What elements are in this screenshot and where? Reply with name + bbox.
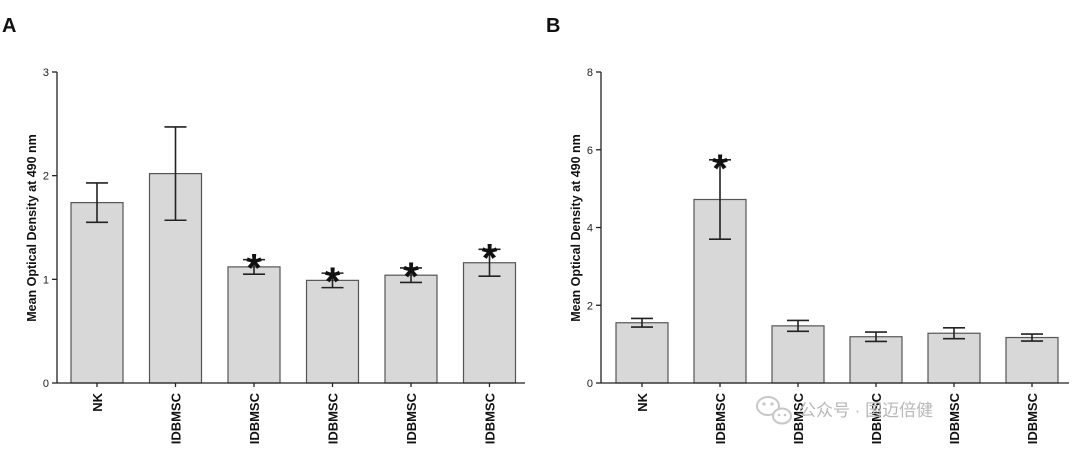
panel-b-labels: 0 2 4 6 8 NK IDBMSC * IDBMSC IDBMSC IDBMSC IDBMSC [587,67,1040,444]
b-category-label-3: IDBMSC [869,392,884,444]
a-bar-5 [462,262,517,384]
a-category-label-1: IDBMSC [169,392,184,444]
panel-a-letter: A [2,15,16,37]
a-significance-marker-3: * [325,260,341,304]
a-y-tick-label-3: 3 [43,67,49,79]
b-category-label-2: IDBMSC [791,392,806,444]
b-y-tick-label-1: 2 [587,300,593,312]
panel-a-bars [70,172,517,384]
b-y-tick-label-4: 8 [587,67,593,79]
b-bar-4 [927,332,981,384]
a-category-label-5: IDBMSC [483,392,498,444]
a-y-tick-label-2: 2 [43,171,49,183]
b-bar-2 [771,325,825,384]
b-category-label-1: IDBMSC [713,392,728,444]
a-y-tick-label-0: 0 [43,378,49,390]
panel-a: A Mean Optical Density at 490 nm 0 1 2 3 NK I… [2,15,525,444]
b-category-label-4: IDBMSC [947,392,962,444]
b-category-label-5: IDBMSC [1025,392,1040,444]
a-y-tick-label-1: 1 [43,274,49,286]
a-bar-0 [70,202,124,384]
a-category-label-0: NK [90,392,105,411]
b-bar-3 [849,336,903,384]
b-y-tick-label-2: 4 [587,223,593,235]
panel-a-axes [52,71,525,387]
a-category-label-2: IDBMSC [247,392,262,444]
panel-a-labels: 0 1 2 3 NK IDBMSC IDBMSC * IDBMSC * IDBMSC * IDBMSC * [43,67,498,444]
a-category-label-3: IDBMSC [326,392,341,444]
a-bar-2 [227,266,281,384]
b-bar-5 [1005,336,1059,384]
watermark: 公众号 · 国迈倍健 [756,396,933,425]
b-y-tick-label-0: 0 [587,378,593,390]
panel-b-letter: B [546,15,560,37]
a-significance-marker-4: * [403,255,419,299]
b-significance-marker-1: * [712,147,728,191]
watermark-text: 公众号 · 国迈倍健 [799,401,933,420]
panel-a-y-axis-label: Mean Optical Density at 490 nm [25,134,39,322]
a-bar-4 [384,274,438,384]
a-category-label-4: IDBMSC [404,392,419,444]
panel-b: B Mean Optical Density at 490 nm 0 2 4 6 8 NK… [546,15,1069,444]
wechat-icon [756,396,792,425]
panel-b-bars [615,198,1059,384]
a-significance-marker-2: * [246,247,262,291]
b-category-label-0: NK [635,392,650,411]
panel-b-y-axis-label: Mean Optical Density at 490 nm [569,134,583,322]
panel-b-axes [596,71,1069,387]
a-significance-marker-5: * [482,236,498,280]
b-y-tick-label-3: 6 [587,145,593,157]
b-bar-0 [615,322,669,384]
